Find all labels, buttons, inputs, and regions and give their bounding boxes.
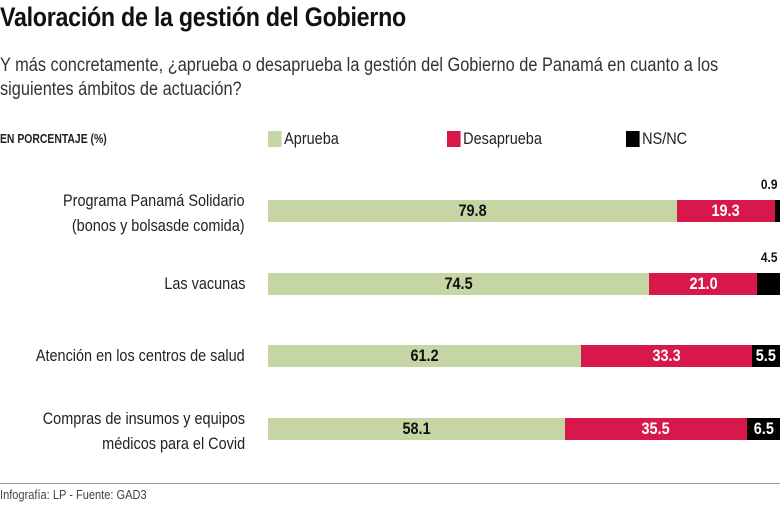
- bar-segment-nsnc: 5.5: [751, 345, 780, 367]
- legend-item-aprueba: Aprueba: [268, 129, 339, 149]
- bar-segment-aprueba: 79.8: [268, 200, 677, 222]
- bar-segment-desaprueba: 33.3: [581, 345, 752, 367]
- bar-segment-desaprueba: 21.0: [649, 273, 757, 295]
- category-label: Compras de insumos y equipos médicos para…: [43, 406, 245, 456]
- source-credit: Infografía: LP - Fuente: GAD3: [0, 487, 147, 502]
- data-label: 79.8: [458, 201, 487, 220]
- bar-segment-desaprueba: 19.3: [676, 200, 776, 222]
- legend-item-desaprueba: Desaprueba: [447, 129, 542, 149]
- legend-label: Aprueba: [284, 129, 339, 148]
- data-label: 61.2: [410, 346, 439, 365]
- stacked-bar: 74.5 21.0: [268, 273, 780, 295]
- bar-segment-nsnc: [756, 273, 780, 295]
- legend-label: NS/NC: [642, 129, 688, 148]
- data-label: 21.0: [689, 274, 718, 293]
- category-label-line: Atención en los centros de salud: [36, 346, 245, 365]
- data-label: 35.5: [641, 419, 671, 438]
- bar-segment-nsnc: 6.5: [746, 418, 780, 440]
- bar-segment-aprueba: 61.2: [268, 345, 582, 367]
- data-label: 58.1: [402, 419, 431, 438]
- bar-segment-aprueba: 74.5: [268, 273, 650, 295]
- legend-swatch: [447, 131, 461, 147]
- category-label-line: Programa Panamá Solidario: [63, 191, 245, 210]
- stacked-bar: 58.1 35.5 6.5: [268, 418, 780, 440]
- data-label: 74.5: [444, 274, 473, 293]
- category-label: Programa Panamá Solidario (bonos y bolsas…: [63, 188, 245, 238]
- bar-segment-desaprueba: 35.5: [565, 418, 747, 440]
- data-label: 5.5: [755, 346, 776, 365]
- category-label: Las vacunas: [164, 271, 245, 296]
- footer-divider: [0, 483, 780, 484]
- data-label: 19.3: [711, 201, 741, 220]
- bar-segment-nsnc: [775, 200, 780, 222]
- legend-swatch: [626, 131, 640, 147]
- stacked-bar: 61.2 33.3 5.5: [268, 345, 780, 367]
- category-label: Atención en los centros de salud: [36, 343, 245, 368]
- data-label: 0.9: [760, 176, 777, 192]
- legend-swatch: [268, 131, 282, 147]
- legend-label: Desaprueba: [463, 129, 542, 148]
- bar-segment-aprueba: 58.1: [268, 418, 566, 440]
- data-label: 33.3: [652, 346, 681, 365]
- data-label: 4.5: [760, 249, 777, 265]
- chart-title: Valoración de la gestión del Gobierno: [0, 2, 406, 32]
- unit-label: EN PORCENTAJE (%): [0, 131, 107, 146]
- legend-item-nsnc: NS/NC: [626, 129, 687, 149]
- category-label-line: (bonos y bolsasde comida): [72, 216, 245, 235]
- chart-subtitle: Y más concretamente, ¿aprueba o desaprue…: [0, 55, 719, 100]
- category-label-line: Compras de insumos y equipos: [42, 409, 245, 428]
- data-label: 6.5: [753, 419, 774, 438]
- category-label-line: Las vacunas: [163, 274, 245, 293]
- stacked-bar: 79.8 19.3: [268, 200, 780, 222]
- category-label-line: médicos para el Covid: [102, 434, 245, 453]
